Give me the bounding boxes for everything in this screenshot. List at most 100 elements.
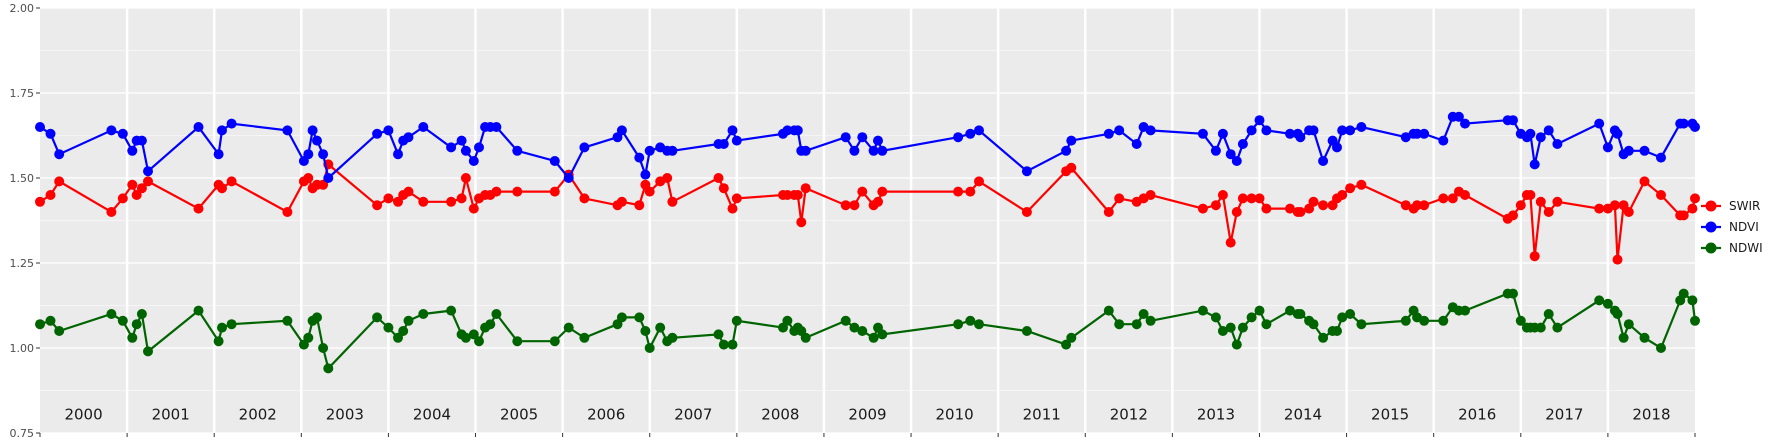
swir-point	[1225, 237, 1236, 248]
swir-point	[226, 176, 237, 187]
year-label: 2007	[674, 405, 712, 423]
swir-point	[1639, 176, 1650, 187]
ndvi-point	[974, 125, 984, 136]
swir-point	[1285, 203, 1295, 214]
ndwi-point	[1210, 312, 1221, 323]
swir-point	[579, 193, 590, 204]
ndvi-point	[849, 145, 860, 156]
ndvi-point	[731, 135, 742, 146]
swir-series	[35, 159, 1700, 265]
swir-point	[1337, 190, 1348, 200]
ndvi-point	[1254, 115, 1265, 126]
ndwi-point	[446, 305, 457, 316]
ndwi-point	[323, 363, 334, 374]
ndvi-point	[45, 128, 56, 139]
ndwi-point	[143, 346, 153, 357]
ndwi-point	[1656, 343, 1666, 353]
swir-point	[372, 200, 383, 211]
year-label: 2003	[326, 405, 364, 423]
ndvi-point	[563, 173, 574, 183]
ndvi-point	[193, 122, 204, 132]
ndwi-point	[54, 326, 65, 336]
ndwi-point	[1145, 315, 1156, 326]
ndvi-point	[393, 149, 403, 160]
ndwi-point	[1197, 305, 1208, 316]
swir-point	[667, 196, 678, 207]
ndvi-point	[418, 122, 429, 132]
y-tick-label: 1.75	[10, 87, 35, 100]
ndwi-point	[398, 326, 409, 336]
ndwi-point	[1337, 312, 1348, 323]
ndwi-point	[226, 319, 237, 330]
ndvi-point	[953, 132, 964, 143]
ndwi-point	[1419, 315, 1430, 326]
ndvi-point	[1678, 118, 1689, 129]
ndvi-point	[143, 166, 153, 177]
swir-point	[1515, 200, 1526, 211]
ndwi-point	[579, 332, 590, 343]
ndvi-point	[1217, 128, 1228, 139]
ndwi-point	[1515, 315, 1526, 326]
ndwi-point	[953, 319, 964, 330]
legend-swatch-point	[1705, 200, 1717, 212]
ndwi-point	[1021, 326, 1032, 336]
x-axis: 2000 2001 2002 2003 2004 2005 2006 2007 2008 2009…	[39, 405, 1696, 437]
ndvi-point	[1295, 132, 1306, 143]
swir-point	[1356, 179, 1367, 190]
legend-item-swir: SWIR	[1701, 199, 1760, 213]
ndwi-point	[718, 339, 729, 350]
swir-point	[549, 186, 560, 197]
ndvi-point	[1246, 125, 1257, 136]
ndvi-point	[106, 125, 117, 136]
y-tick-label: 1.50	[10, 172, 35, 185]
ndvi-point	[1639, 145, 1650, 156]
ndvi-point	[1345, 125, 1356, 136]
swir-point	[1066, 162, 1077, 173]
ndwi-point	[193, 305, 204, 316]
ndwi-point	[1066, 332, 1077, 343]
y-tick-label: 1.25	[10, 257, 35, 270]
legend-item-ndvi: NDVI	[1701, 220, 1759, 234]
swir-point	[1231, 207, 1242, 217]
swir-point	[303, 173, 314, 183]
ndwi-point	[485, 319, 496, 330]
swir-point	[1246, 193, 1257, 204]
ndwi-point	[1345, 309, 1356, 319]
ndvi-point	[1197, 128, 1208, 139]
swir-point	[1543, 207, 1554, 217]
swir-point	[136, 183, 147, 194]
swir-point	[45, 190, 56, 200]
year-label: 2018	[1632, 405, 1670, 423]
ndwi-point	[1639, 332, 1650, 343]
swir-point	[873, 196, 883, 207]
swir-point	[1438, 193, 1449, 204]
ndvi-point	[1231, 156, 1242, 166]
ndwi-point	[1295, 309, 1306, 319]
ndvi-point	[456, 135, 467, 146]
ndvi-point	[1400, 132, 1411, 143]
ndwi-point	[974, 319, 984, 330]
swir-point	[282, 207, 293, 217]
swir-point	[1525, 190, 1536, 200]
swir-point	[446, 196, 457, 207]
ndwi-point	[1231, 339, 1242, 350]
swir-point	[1237, 193, 1248, 204]
ndvi-point	[1412, 128, 1423, 139]
ndvi-point	[312, 135, 322, 146]
ndwi-point	[460, 332, 471, 343]
legend-label: NDVI	[1729, 220, 1759, 234]
ndwi-point	[616, 312, 627, 323]
ndwi-point	[965, 315, 976, 326]
ndwi-point	[512, 336, 523, 347]
ndwi-point	[383, 322, 394, 333]
ndvi-point	[1453, 111, 1464, 122]
ndvi-point	[35, 122, 45, 132]
ndvi-point	[54, 149, 65, 160]
ndvi-point	[1237, 139, 1248, 149]
ndvi-point	[136, 135, 147, 146]
ndwi-point	[1400, 315, 1411, 326]
swir-point	[634, 200, 645, 211]
ndwi-point	[1438, 315, 1449, 326]
ndvi-point	[616, 125, 627, 136]
